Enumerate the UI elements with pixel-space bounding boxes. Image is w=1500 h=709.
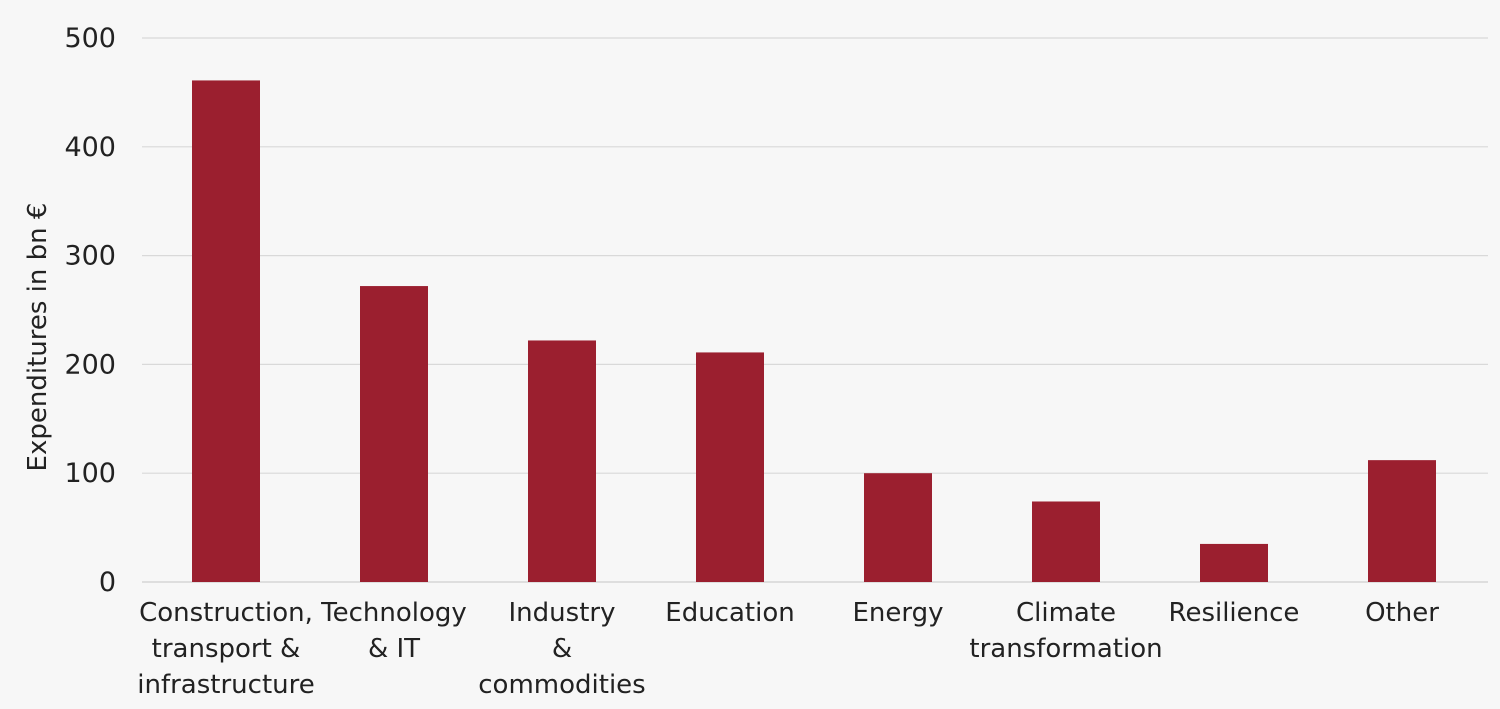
bar (1368, 460, 1436, 582)
x-category-label: Resilience (1169, 598, 1300, 628)
bar (1200, 543, 1268, 582)
x-category-label: Other (1365, 598, 1439, 628)
x-category-label: Industry & commodities (478, 598, 645, 700)
bar (528, 340, 596, 582)
gridlines (142, 37, 1488, 583)
bar (192, 80, 260, 582)
x-category-label: Technology & IT (320, 598, 467, 664)
bar (1032, 501, 1100, 582)
y-tick-label: 300 (64, 241, 116, 272)
y-axis-ticks: 0 100 200 300 400 500 (64, 23, 116, 598)
x-category-label: Construction, transport & infrastructure (137, 598, 314, 700)
y-tick-label: 0 (99, 567, 116, 598)
y-axis-title: Expenditures in bn € (23, 203, 53, 472)
bar (864, 473, 932, 582)
x-axis-categories: Construction, transport & infrastructureTe… (137, 598, 1439, 700)
y-tick-label: 400 (64, 132, 116, 163)
y-tick-label: 500 (64, 23, 116, 54)
x-category-label: Education (665, 598, 794, 628)
x-category-label: Climate transformation (969, 598, 1162, 664)
bar (696, 352, 764, 582)
y-tick-label: 200 (64, 349, 116, 380)
y-tick-label: 100 (64, 458, 116, 489)
bar (360, 286, 428, 582)
bars (192, 80, 1436, 582)
x-category-label: Energy (852, 598, 943, 628)
